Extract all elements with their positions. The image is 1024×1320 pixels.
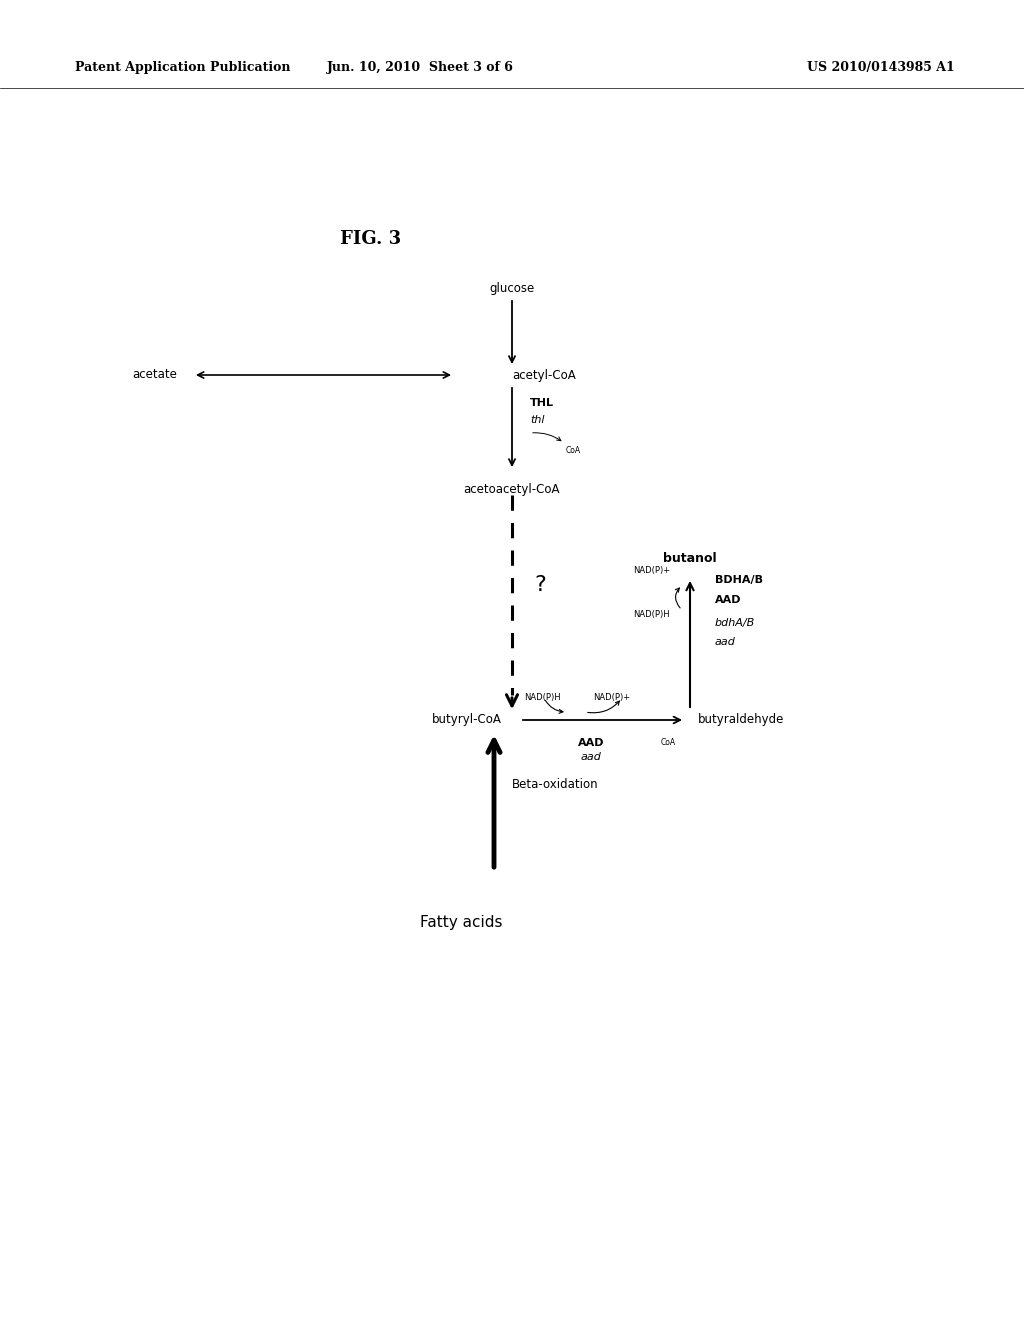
Text: Fatty acids: Fatty acids (420, 915, 503, 931)
Text: NAD(P)+: NAD(P)+ (633, 565, 670, 574)
Text: THL: THL (530, 399, 554, 408)
Text: NAD(P)H: NAD(P)H (634, 610, 670, 619)
Text: Beta-oxidation: Beta-oxidation (512, 779, 599, 792)
Text: acetyl-CoA: acetyl-CoA (512, 368, 575, 381)
Text: Patent Application Publication: Patent Application Publication (75, 62, 291, 74)
Text: aad: aad (715, 638, 736, 647)
Text: ?: ? (534, 576, 546, 595)
Text: butyryl-CoA: butyryl-CoA (432, 714, 502, 726)
Text: CoA: CoA (662, 738, 676, 747)
Text: AAD: AAD (715, 595, 741, 605)
Text: bdhA/B: bdhA/B (715, 618, 756, 628)
Text: BDHA/B: BDHA/B (715, 576, 763, 585)
Text: NAD(P)+: NAD(P)+ (594, 693, 631, 702)
Text: butanol: butanol (664, 552, 717, 565)
Text: aad: aad (581, 752, 601, 762)
Text: glucose: glucose (489, 282, 535, 294)
Text: AAD: AAD (578, 738, 604, 748)
Text: US 2010/0143985 A1: US 2010/0143985 A1 (807, 62, 955, 74)
Text: thl: thl (530, 414, 545, 425)
Text: NAD(P)H: NAD(P)H (523, 693, 560, 702)
Text: butyraldehyde: butyraldehyde (698, 714, 784, 726)
Text: FIG. 3: FIG. 3 (340, 230, 401, 248)
Text: acetate: acetate (132, 368, 177, 381)
Text: Jun. 10, 2010  Sheet 3 of 6: Jun. 10, 2010 Sheet 3 of 6 (327, 62, 513, 74)
Text: acetoacetyl-CoA: acetoacetyl-CoA (464, 483, 560, 496)
Text: CoA: CoA (566, 446, 582, 455)
